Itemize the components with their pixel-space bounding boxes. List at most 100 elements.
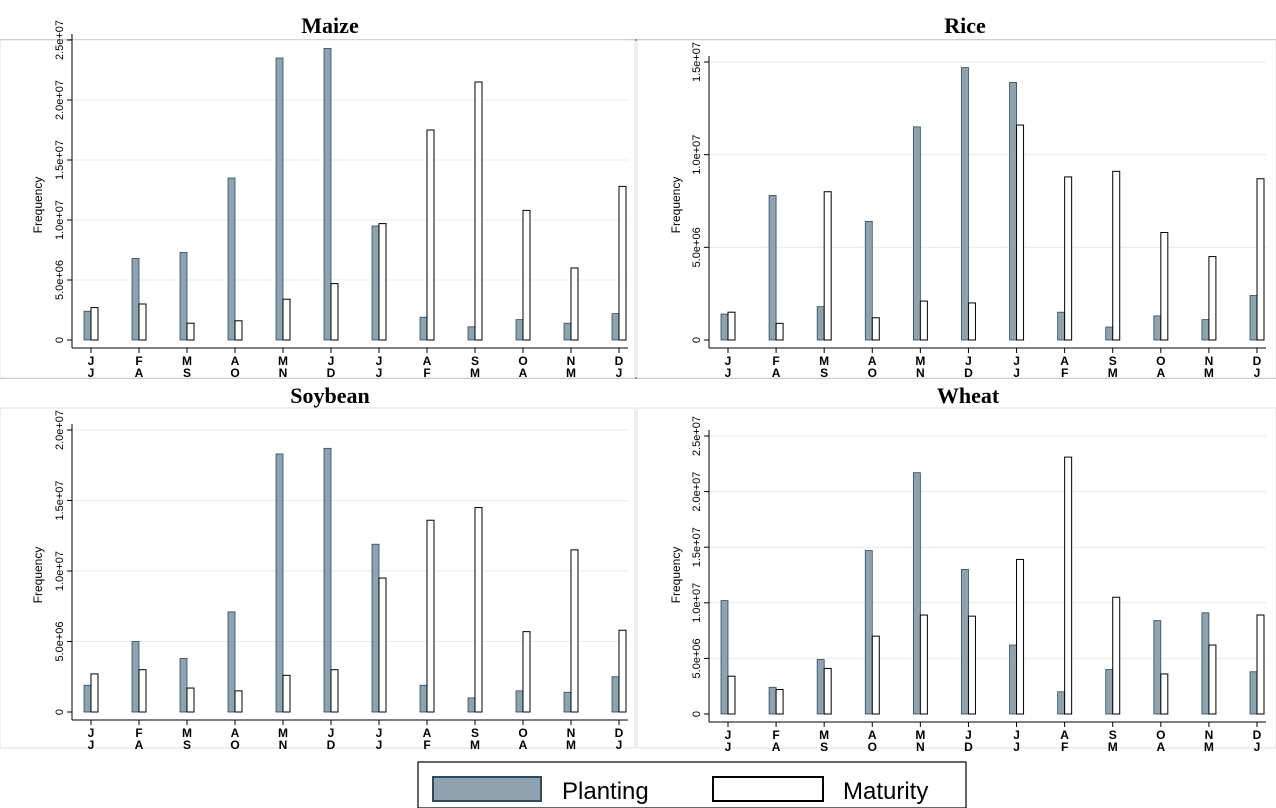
bar-planting xyxy=(179,251,188,341)
x-tick-label-bottom: J xyxy=(725,366,732,380)
x-tick-label-bottom: A xyxy=(772,740,781,754)
bar-maturity xyxy=(474,507,483,713)
bar-planting xyxy=(515,690,524,713)
x-tick-label-top: J xyxy=(88,726,95,740)
x-tick-label-bottom: O xyxy=(868,740,877,754)
y-axis-title: Frequency xyxy=(31,547,45,604)
bar-maturity xyxy=(727,311,736,341)
x-tick-label-top: N xyxy=(1205,354,1214,368)
x-tick-label-top: S xyxy=(1109,728,1117,742)
bar-planting xyxy=(1105,669,1114,715)
bar-planting xyxy=(912,472,921,715)
x-tick-label-top: A xyxy=(1060,728,1069,742)
bar-planting xyxy=(1201,319,1210,341)
y-tick-label: 0 xyxy=(691,711,703,717)
bar-maturity xyxy=(1256,178,1265,341)
x-tick-label-bottom: N xyxy=(916,366,925,380)
panel-frame xyxy=(636,39,1276,379)
bar-maturity xyxy=(618,629,627,713)
x-tick-label-top: J xyxy=(328,354,335,368)
x-tick-label-bottom: F xyxy=(1061,740,1068,754)
bar-planting xyxy=(83,310,92,341)
bar-planting xyxy=(720,600,729,715)
x-tick-label-bottom: O xyxy=(868,366,877,380)
x-tick-label-bottom: J xyxy=(1254,740,1261,754)
x-tick-label-top: O xyxy=(518,354,527,368)
bar-maturity xyxy=(1208,644,1217,715)
panel-wheat: Wheat 0 5.0e+06 1.0e+07 1.5e+07 2.0e+07 2.5e+0… xyxy=(636,383,1276,754)
bar-maturity xyxy=(1064,176,1073,341)
bar-maturity xyxy=(90,673,99,713)
x-tick-label-top: J xyxy=(725,354,732,368)
bar-planting xyxy=(864,220,873,341)
x-tick-label-top: M xyxy=(915,354,925,368)
bar-maturity xyxy=(919,300,928,341)
bar-planting xyxy=(419,316,428,341)
bar-planting xyxy=(227,177,236,341)
bar-planting xyxy=(371,225,380,341)
x-tick-label-top: F xyxy=(772,728,779,742)
bar-maturity xyxy=(1208,256,1217,341)
bar-planting xyxy=(179,658,188,713)
bar-maturity xyxy=(1016,558,1025,715)
bar-planting xyxy=(961,67,969,341)
y-tick-label: 2.0e+07 xyxy=(54,80,66,120)
y-axis-title: Frequency xyxy=(669,177,683,234)
y-tick-label: 1.0e+07 xyxy=(691,135,703,175)
bar-planting xyxy=(1153,315,1162,341)
x-tick-label-bottom: M xyxy=(1108,366,1118,380)
bar-planting xyxy=(419,684,428,713)
x-tick-label-bottom: J xyxy=(88,738,95,752)
x-tick-label-top: A xyxy=(868,728,877,742)
bar-maturity xyxy=(330,283,339,341)
bar-maturity xyxy=(1160,232,1169,341)
bar-maturity xyxy=(138,669,147,713)
x-tick-label-bottom: D xyxy=(327,738,336,752)
x-tick-label-top: M xyxy=(278,354,288,368)
x-tick-label-top: F xyxy=(135,726,142,740)
x-tick-label-bottom: J xyxy=(88,366,95,380)
x-tick-label-bottom: S xyxy=(183,738,191,752)
bar-planting xyxy=(1105,326,1114,341)
bar-planting xyxy=(611,676,620,713)
bar-maturity xyxy=(1016,124,1025,341)
bar-planting xyxy=(1009,644,1017,715)
x-tick-label-bottom: F xyxy=(423,738,430,752)
legend-swatch-maturity xyxy=(712,776,824,802)
bar-planting xyxy=(912,126,921,341)
x-tick-label-top: A xyxy=(423,354,432,368)
bar-maturity xyxy=(186,687,195,713)
bar-planting xyxy=(720,313,729,341)
x-tick-label-top: M xyxy=(278,726,288,740)
x-tick-label-top: A xyxy=(231,726,240,740)
x-tick-label-top: J xyxy=(328,726,335,740)
y-tick-label: 2.5e+07 xyxy=(54,20,66,60)
x-tick-label-bottom: M xyxy=(1204,366,1214,380)
x-tick-label-top: D xyxy=(615,726,624,740)
x-tick-label-bottom: O xyxy=(230,366,239,380)
bar-planting xyxy=(1057,311,1066,341)
x-tick-label-top: S xyxy=(1109,354,1117,368)
x-tick-label-bottom: J xyxy=(616,738,623,752)
x-tick-label-bottom: A xyxy=(135,366,144,380)
x-tick-label-bottom: F xyxy=(423,366,430,380)
legend-swatch-planting xyxy=(432,776,542,802)
bar-planting xyxy=(768,686,777,715)
bar-planting xyxy=(864,550,873,715)
bar-maturity xyxy=(1112,170,1121,341)
y-tick-label: 5.0e+06 xyxy=(54,260,66,300)
bar-maturity xyxy=(330,669,339,713)
bar-planting xyxy=(961,569,969,715)
panel-title: Rice xyxy=(944,13,986,38)
x-tick-label-bottom: M xyxy=(1204,740,1214,754)
y-tick-label: 0 xyxy=(54,337,66,343)
x-tick-label-top: J xyxy=(1013,354,1020,368)
bar-maturity xyxy=(967,615,976,715)
panel-title: Maize xyxy=(301,13,359,38)
x-tick-label-bottom: A xyxy=(519,366,528,380)
panel-title: Soybean xyxy=(290,383,369,408)
x-tick-label-top: D xyxy=(1253,728,1262,742)
x-tick-label-top: N xyxy=(1205,728,1214,742)
bar-planting xyxy=(1153,620,1162,715)
y-tick-label: 1.0e+07 xyxy=(691,583,703,623)
